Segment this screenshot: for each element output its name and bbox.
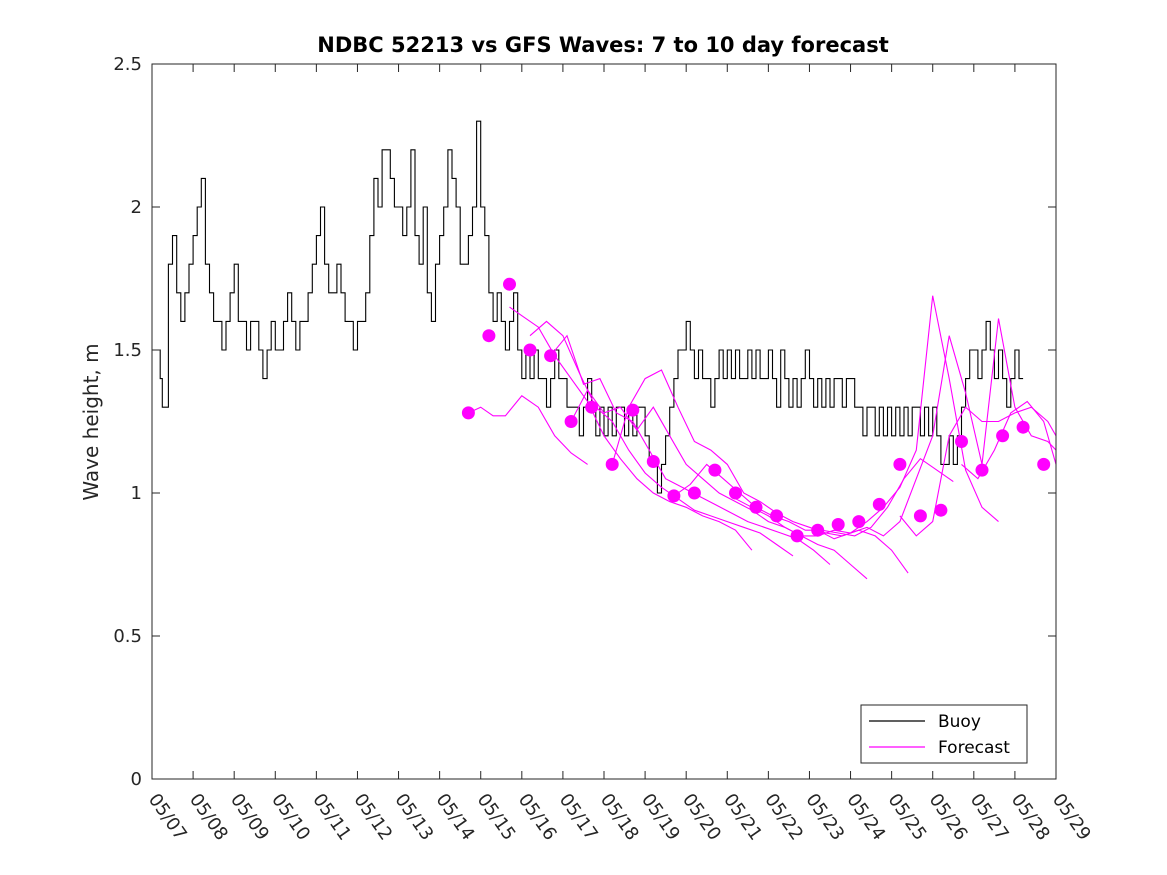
forecast-point [955, 435, 968, 448]
forecast-point [831, 518, 845, 531]
forecast-point [996, 429, 1010, 443]
forecast-point [811, 523, 825, 537]
forecast-point [790, 529, 804, 543]
forecast-point [605, 457, 619, 471]
y-tick-label: 1.5 [113, 340, 142, 361]
chart-title: NDBC 52213 vs GFS Waves: 7 to 10 day for… [317, 33, 888, 57]
forecast-point [872, 497, 886, 511]
legend-label-buoy: Buoy [938, 712, 981, 732]
legend: Buoy Forecast [860, 704, 1028, 764]
series-forecast-line-5 [570, 388, 868, 580]
forecast-point [1016, 420, 1030, 434]
legend-box [860, 704, 1028, 764]
forecast-point [544, 349, 558, 363]
forecast-point [729, 486, 742, 500]
forecast-point [893, 457, 907, 471]
forecast-point [461, 406, 475, 420]
y-tick-label: 0.5 [113, 626, 142, 647]
forecast-point [626, 403, 640, 417]
forecast-point [975, 463, 989, 477]
forecast-point [503, 277, 516, 291]
series-forecast-line-2 [509, 306, 753, 551]
forecast-point [667, 489, 681, 503]
forecast-point [749, 500, 763, 514]
series-buoy-line [152, 120, 1024, 494]
forecast-point [934, 503, 948, 517]
forecast-point [564, 415, 578, 428]
y-tick-label: 0 [131, 769, 142, 790]
plot-series-group [152, 120, 1056, 580]
series-forecast-line-1 [468, 395, 588, 465]
y-tick-label: 2 [131, 197, 142, 218]
forecast-point [482, 329, 496, 343]
forecast-point [1037, 457, 1051, 471]
series-forecast-line-10 [899, 406, 1056, 537]
y-tick-label: 2.5 [113, 54, 142, 75]
y-tick-label: 1 [131, 483, 142, 504]
legend-label-forecast: Forecast [938, 738, 1010, 758]
y-axis-label: Wave height, m [79, 343, 103, 500]
series-forecast-line-8 [735, 295, 999, 537]
forecast-point [687, 486, 701, 500]
forecast-point [852, 515, 866, 529]
forecast-point [585, 400, 599, 414]
series-forecast-line-3 [529, 320, 794, 557]
plot-area [152, 120, 1056, 580]
forecast-point [770, 509, 784, 523]
forecast-point [646, 455, 660, 468]
forecast-point [708, 463, 722, 477]
series-forecast-line-11 [961, 400, 1056, 480]
forecast-point [523, 343, 537, 357]
forecast-point [913, 509, 927, 523]
